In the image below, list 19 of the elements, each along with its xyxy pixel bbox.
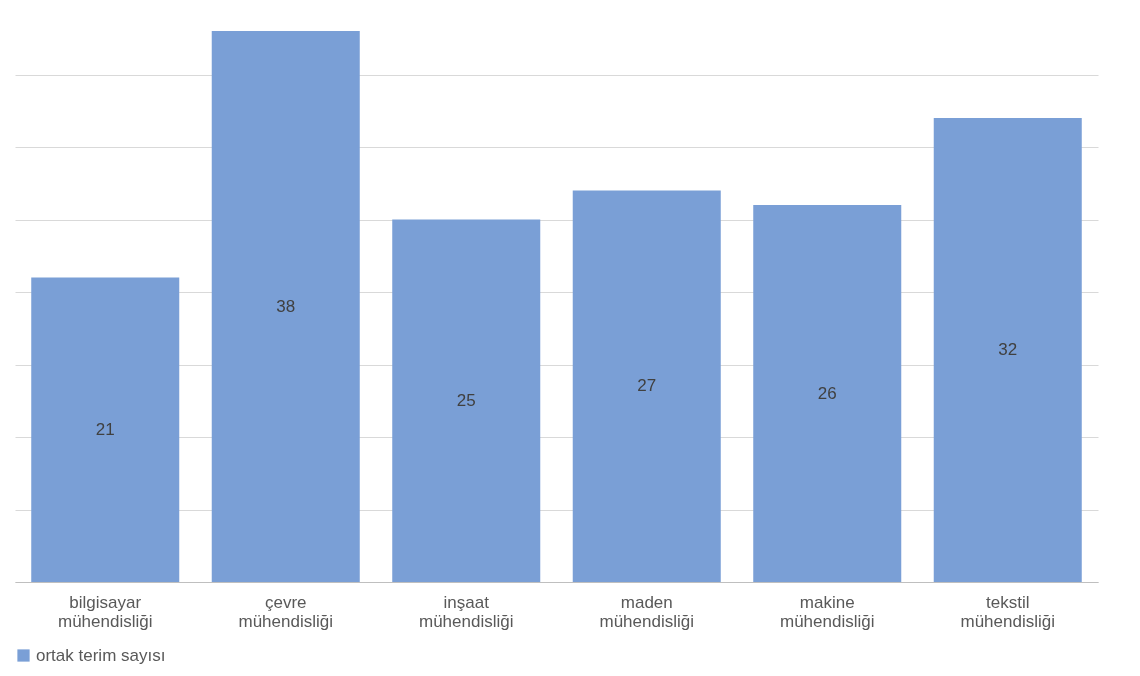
- x-tick-label: inşaat mühendisliği: [419, 592, 514, 631]
- data-label: 25: [456, 390, 476, 410]
- x-tick-label: tekstil mühendisliği: [960, 592, 1055, 631]
- x-tick-label: çevre mühendisliği: [238, 592, 333, 631]
- x-tick-label: makine mühendisliği: [780, 592, 875, 631]
- data-label: 38: [276, 296, 296, 316]
- data-label: 26: [817, 383, 837, 403]
- bar: [753, 205, 902, 582]
- bar: [572, 190, 721, 582]
- data-label: 21: [95, 419, 115, 439]
- bar: [31, 277, 180, 582]
- x-tick-label: bilgisayar mühendisliği: [58, 592, 153, 631]
- bar: [392, 219, 541, 582]
- data-label: 27: [637, 376, 657, 396]
- legend-label: ortak terim sayısı: [36, 645, 166, 665]
- x-tick-label: maden mühendisliği: [599, 592, 694, 631]
- bar: [933, 118, 1082, 582]
- bar: [211, 31, 360, 582]
- data-label: 32: [998, 340, 1018, 359]
